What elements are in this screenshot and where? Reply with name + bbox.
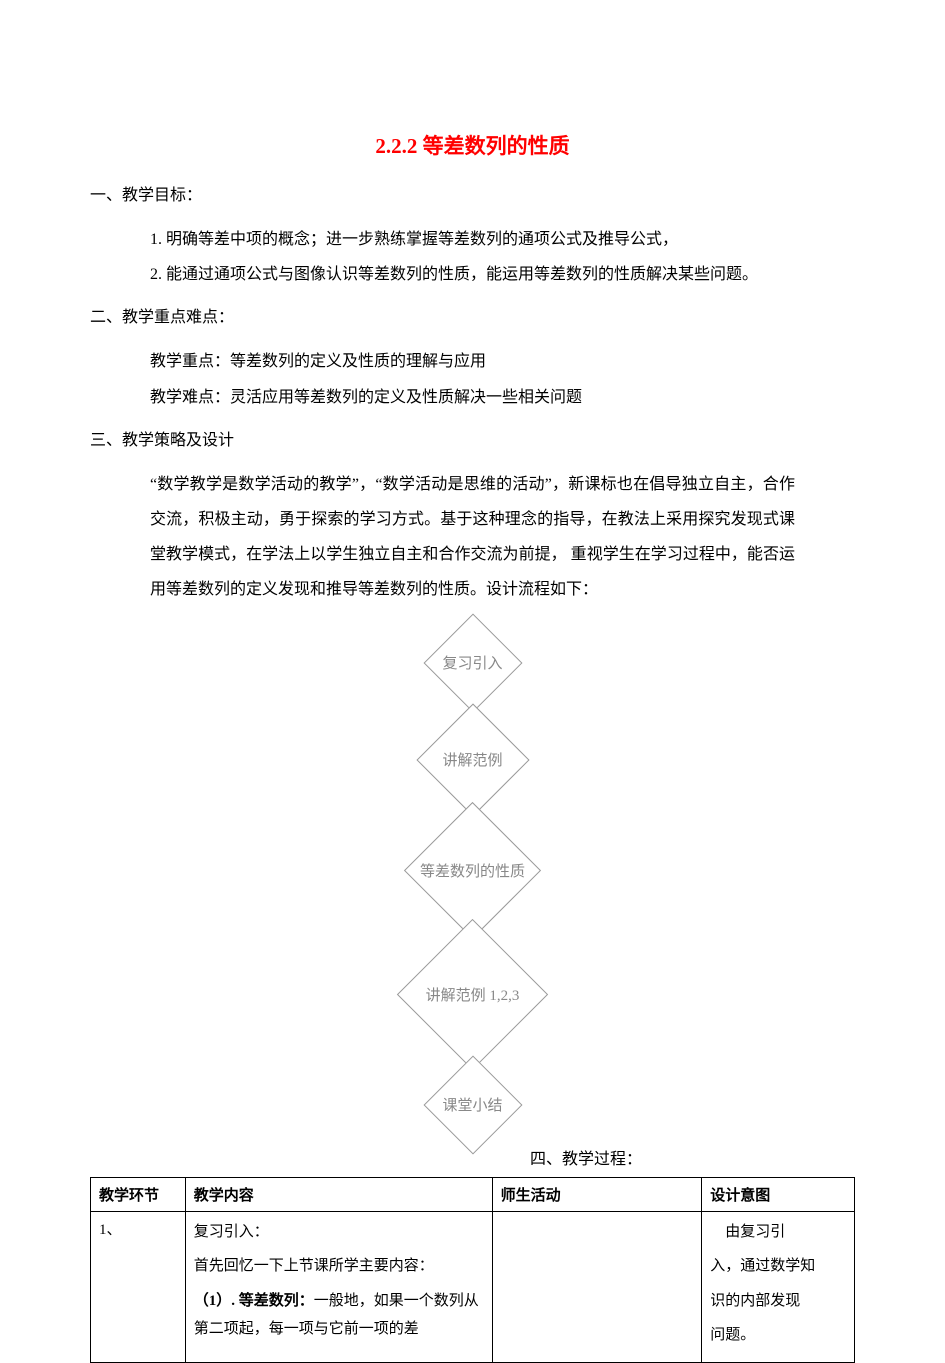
flow-label-4: 讲解范例 1,2,3 xyxy=(426,984,520,1005)
section-3-heading: 三、教学策略及设计 xyxy=(90,425,855,457)
flow-node-3: 等差数列的性质 xyxy=(424,822,521,919)
section-1-heading: 一、教学目标： xyxy=(90,180,855,212)
cell-line: （1）. 等差数列：一般地，如果一个数列从第二项起，每一项与它前一项的差 xyxy=(194,1287,484,1344)
flow-node-1: 复习引入 xyxy=(438,628,508,698)
table-header-3: 师生活动 xyxy=(492,1177,702,1211)
lesson-table: 教学环节 教学内容 师生活动 设计意图 1、 复习引入： 首先回忆一下上节课所学… xyxy=(90,1177,855,1363)
section-1-item-1: 1. 明确等差中项的概念；进一步熟练掌握等差数列的通项公式及推导公式， xyxy=(150,222,855,257)
cell-line: 入，通过数学知 xyxy=(710,1252,846,1281)
section-3-paragraph: “数学教学是数学活动的教学”，“数学活动是思维的活动”，新课标也在倡导独立自主，… xyxy=(150,467,795,608)
section-2-item-2: 教学难点：灵活应用等差数列的定义及性质解决一些相关问题 xyxy=(150,380,855,415)
section-1-item-2: 2. 能通过通项公式与图像认识等差数列的性质，能运用等差数列的性质解决某些问题。 xyxy=(150,257,855,292)
flow-label-3: 等差数列的性质 xyxy=(420,860,525,881)
section-2-item-1: 教学重点：等差数列的定义及性质的理解与应用 xyxy=(150,344,855,379)
table-header-1: 教学环节 xyxy=(91,1177,186,1211)
cell-line: 复习引入： xyxy=(194,1218,484,1247)
table-cell-content: 复习引入： 首先回忆一下上节课所学主要内容： （1）. 等差数列：一般地，如果一… xyxy=(185,1211,492,1362)
table-cell-activity xyxy=(492,1211,702,1362)
cell-line: 由复习引 xyxy=(710,1218,846,1247)
flow-node-4: 讲解范例 1,2,3 xyxy=(419,941,526,1048)
table-header-row: 教学环节 教学内容 师生活动 设计意图 xyxy=(91,1177,855,1211)
flow-node-2: 讲解范例 xyxy=(433,720,513,800)
page-title: 2.2.2 等差数列的性质 xyxy=(90,130,855,160)
table-cell-intent: 由复习引 入，通过数学知 识的内部发现 问题。 xyxy=(702,1211,855,1362)
flow-label-5: 课堂小结 xyxy=(442,1094,502,1115)
table-cell-stage: 1、 xyxy=(91,1211,186,1362)
document-page: 2.2.2 等差数列的性质 一、教学目标： 1. 明确等差中项的概念；进一步熟练… xyxy=(0,0,945,1337)
flow-label-1: 复习引入 xyxy=(442,652,502,673)
flowchart: 复习引入 讲解范例 等差数列的性质 讲解范例 1,2,3 课堂小结 xyxy=(90,628,855,1140)
cell-line: 问题。 xyxy=(710,1321,846,1350)
table-header-2: 教学内容 xyxy=(185,1177,492,1211)
cell-line: 识的内部发现 xyxy=(710,1287,846,1316)
section-4-heading: 四、教学过程： xyxy=(530,1145,855,1169)
section-2-heading: 二、教学重点难点： xyxy=(90,302,855,334)
flow-label-2: 讲解范例 xyxy=(442,749,502,770)
flow-node-5: 课堂小结 xyxy=(438,1070,508,1140)
table-header-4: 设计意图 xyxy=(702,1177,855,1211)
table-row: 1、 复习引入： 首先回忆一下上节课所学主要内容： （1）. 等差数列：一般地，… xyxy=(91,1211,855,1362)
cell-line: 首先回忆一下上节课所学主要内容： xyxy=(194,1252,484,1281)
